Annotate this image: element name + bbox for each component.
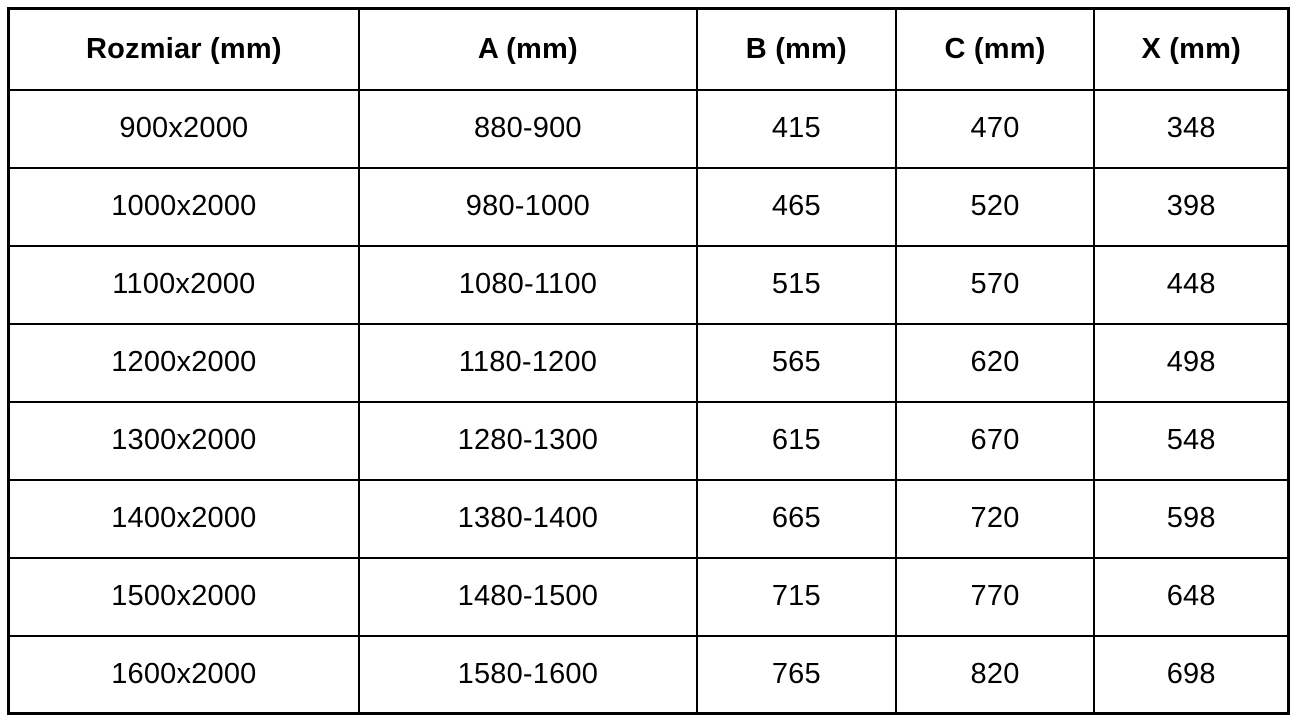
cell-rozmiar: 1300x2000 <box>7 400 360 481</box>
cell-a: 1080-1100 <box>357 244 699 325</box>
cell-a: 1180-1200 <box>357 322 699 403</box>
table-row: 1100x2000 1080-1100 515 570 448 <box>7 244 1290 325</box>
cell-x: 648 <box>1093 556 1290 637</box>
cell-b: 765 <box>696 634 897 715</box>
cell-a: 1480-1500 <box>357 556 699 637</box>
table-row: 1200x2000 1180-1200 565 620 498 <box>7 322 1290 403</box>
cell-rozmiar: 1000x2000 <box>7 166 360 247</box>
table-row: 1000x2000 980-1000 465 520 398 <box>7 166 1290 247</box>
table-row: 1600x2000 1580-1600 765 820 698 <box>7 634 1290 715</box>
cell-rozmiar: 1400x2000 <box>7 478 360 559</box>
header-cell-x: X (mm) <box>1093 7 1290 91</box>
cell-a: 980-1000 <box>357 166 699 247</box>
cell-x: 548 <box>1093 400 1290 481</box>
cell-rozmiar: 1200x2000 <box>7 322 360 403</box>
header-row: Rozmiar (mm) A (mm) B (mm) C (mm) X (mm) <box>7 7 1290 91</box>
cell-rozmiar: 1500x2000 <box>7 556 360 637</box>
cell-a: 1380-1400 <box>357 478 699 559</box>
header-cell-a: A (mm) <box>357 7 699 91</box>
dimension-table: Rozmiar (mm) A (mm) B (mm) C (mm) X (mm)… <box>7 7 1290 715</box>
cell-x: 398 <box>1093 166 1290 247</box>
cell-x: 498 <box>1093 322 1290 403</box>
cell-c: 820 <box>894 634 1096 715</box>
cell-c: 670 <box>894 400 1096 481</box>
dimension-table-header: Rozmiar (mm) A (mm) B (mm) C (mm) X (mm) <box>7 7 1290 91</box>
cell-c: 770 <box>894 556 1096 637</box>
cell-rozmiar: 1600x2000 <box>7 634 360 715</box>
header-cell-b: B (mm) <box>696 7 897 91</box>
cell-x: 348 <box>1093 88 1290 169</box>
dimension-table-body: 900x2000 880-900 415 470 348 1000x2000 9… <box>7 88 1290 715</box>
cell-b: 615 <box>696 400 897 481</box>
cell-x: 698 <box>1093 634 1290 715</box>
cell-a: 1580-1600 <box>357 634 699 715</box>
table-row: 1500x2000 1480-1500 715 770 648 <box>7 556 1290 637</box>
header-cell-rozmiar: Rozmiar (mm) <box>7 7 360 91</box>
header-cell-c: C (mm) <box>894 7 1096 91</box>
cell-c: 620 <box>894 322 1096 403</box>
cell-x: 448 <box>1093 244 1290 325</box>
cell-rozmiar: 1100x2000 <box>7 244 360 325</box>
cell-b: 715 <box>696 556 897 637</box>
cell-a: 1280-1300 <box>357 400 699 481</box>
table-row: 900x2000 880-900 415 470 348 <box>7 88 1290 169</box>
cell-a: 880-900 <box>357 88 699 169</box>
cell-b: 565 <box>696 322 897 403</box>
cell-x: 598 <box>1093 478 1290 559</box>
cell-c: 720 <box>894 478 1096 559</box>
cell-b: 465 <box>696 166 897 247</box>
table-row: 1400x2000 1380-1400 665 720 598 <box>7 478 1290 559</box>
table-row: 1300x2000 1280-1300 615 670 548 <box>7 400 1290 481</box>
cell-c: 520 <box>894 166 1096 247</box>
cell-c: 570 <box>894 244 1096 325</box>
cell-b: 665 <box>696 478 897 559</box>
cell-rozmiar: 900x2000 <box>7 88 360 169</box>
cell-c: 470 <box>894 88 1096 169</box>
cell-b: 515 <box>696 244 897 325</box>
cell-b: 415 <box>696 88 897 169</box>
